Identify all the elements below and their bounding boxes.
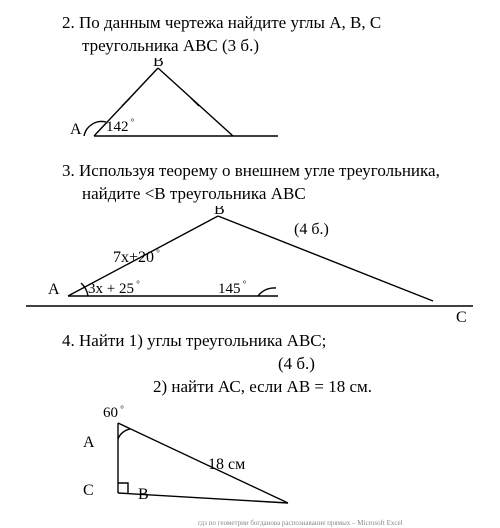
problem-2: 2. По данным чертежа найдите углы А, В, … bbox=[18, 12, 482, 154]
p3-side: 7x+20 bbox=[113, 249, 154, 266]
p4-line1: 4. Найти 1) углы треугольника АВС; bbox=[62, 330, 482, 353]
p4-figure: 60 ° А С В 18 см bbox=[48, 405, 348, 513]
p2-line2: треугольника АВС (3 б.) bbox=[82, 35, 482, 58]
p3-label-C: С bbox=[456, 309, 467, 324]
p4-side: 18 см bbox=[208, 456, 245, 473]
problem-4: 4. Найти 1) углы треугольника АВС; (4 б.… bbox=[18, 330, 482, 513]
svg-text:7x+20 °: 7x+20 ° bbox=[113, 248, 160, 266]
p3-label-B: В bbox=[214, 206, 225, 218]
p4-label-C: С bbox=[83, 482, 94, 499]
p2-label-B: В bbox=[153, 58, 164, 70]
footer-text: гдз по геометрии богданова распознавание… bbox=[198, 519, 482, 528]
svg-text:3x + 25 °: 3x + 25 ° bbox=[88, 279, 140, 297]
svg-text:145 °: 145 ° bbox=[218, 279, 247, 297]
p3-points: (4 б.) bbox=[294, 221, 329, 238]
p3-line2: найдите <В треугольника АВС bbox=[82, 183, 482, 206]
p2-angle-ext: 142 bbox=[106, 119, 129, 135]
svg-text:60 °: 60 ° bbox=[103, 405, 124, 421]
p3-line1: 3. Используя теорему о внешнем угле треу… bbox=[62, 160, 482, 183]
p4-line2: 2) найти АС, если АВ = 18 см. bbox=[153, 376, 482, 399]
p3-figure: В (4 б.) 7x+20 ° А 3x + 25 ° 145 ° С bbox=[18, 206, 488, 324]
p3-ext: 145 bbox=[218, 281, 241, 297]
svg-text:142 °: 142 ° bbox=[106, 117, 135, 135]
p4-ang: 60 bbox=[103, 405, 118, 421]
p4-points: (4 б.) bbox=[278, 353, 482, 376]
problem-3: 3. Используя теорему о внешнем угле треу… bbox=[18, 160, 482, 324]
p2-figure: В А 142 ° bbox=[48, 58, 308, 154]
p4-label-A: А bbox=[83, 434, 95, 451]
p4-label-B: В bbox=[138, 486, 149, 503]
p2-line1: 2. По данным чертежа найдите углы А, В, … bbox=[62, 12, 482, 35]
p2-label-A: А bbox=[70, 121, 82, 138]
p3-angA: 3x + 25 bbox=[88, 281, 134, 297]
p3-label-A: А bbox=[48, 281, 60, 298]
